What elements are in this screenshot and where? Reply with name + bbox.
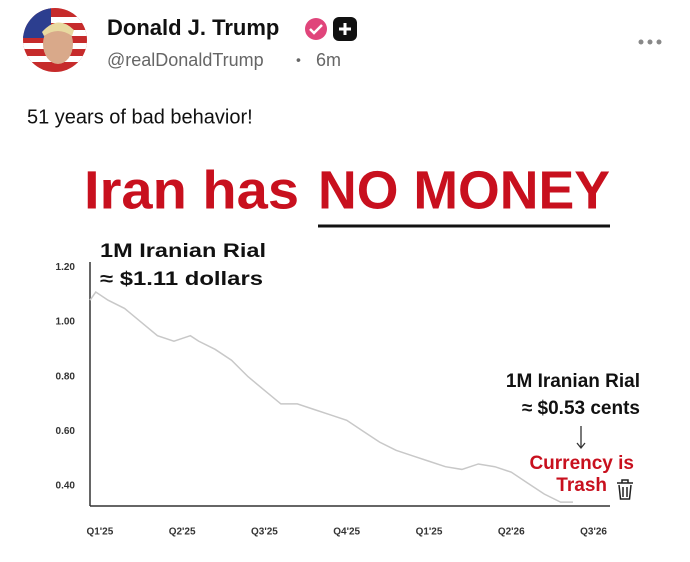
y-tick-label: 1.20 <box>56 262 76 273</box>
x-tick-label: Q2'25 <box>169 527 196 538</box>
x-tick-label: Q1'25 <box>416 527 443 538</box>
affiliation-badge <box>333 17 357 41</box>
y-tick-label: 0.80 <box>56 371 76 382</box>
chart: Iran has NO MONEY 1M Iranian Rial ≈ $1.1… <box>56 160 640 537</box>
annotation: Trash <box>556 475 607 496</box>
line <box>89 290 573 503</box>
annotation: 1M Iranian Rial <box>100 241 266 262</box>
avatar[interactable] <box>23 8 87 72</box>
post-text: 51 years of bad behavior! <box>27 106 253 128</box>
annotation: ≈ $0.53 cents <box>522 398 640 419</box>
y-tick-label: 0.60 <box>56 426 76 437</box>
annotation: 1M Iranian Rial <box>506 371 640 392</box>
x-tick-label: Q3'25 <box>251 527 278 538</box>
annotation: Currency is <box>529 453 634 474</box>
y-tick-label: 0.40 <box>56 480 76 491</box>
arrow <box>576 426 586 450</box>
chart-title-highlight: NO MONEY <box>318 160 610 220</box>
trash-icon <box>617 479 633 500</box>
x-tick-label: Q4'25 <box>333 527 360 538</box>
author-name[interactable]: Donald J. Trump <box>107 15 279 40</box>
handle[interactable]: @realDonaldTrump <box>107 50 264 70</box>
x-tick-label: Q3'26 <box>580 527 607 538</box>
chart-title: Iran has <box>84 160 299 220</box>
annotation: ≈ $1.11 dollars <box>100 269 263 290</box>
x-tick-label: Q2'26 <box>498 527 525 538</box>
verified-badge <box>305 18 327 40</box>
x-tick-label: Q1'25 <box>86 527 113 538</box>
more-menu[interactable] <box>638 39 662 45</box>
timestamp: 6m <box>316 50 341 70</box>
separator: • <box>296 52 301 68</box>
y-tick-label: 1.00 <box>56 317 76 328</box>
